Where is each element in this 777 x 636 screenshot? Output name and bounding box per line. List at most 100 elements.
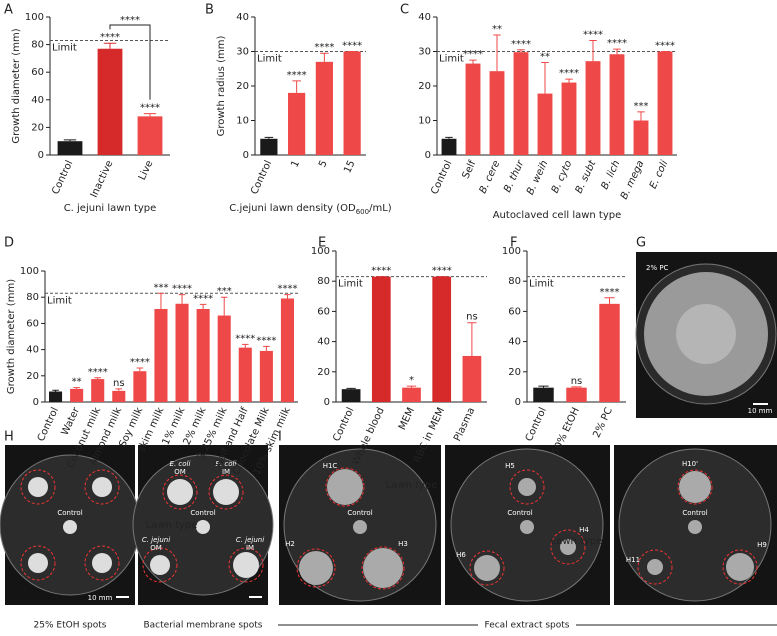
spot-outline [509,469,545,505]
bar [561,82,577,155]
x-axis-label-part: /mL) [369,203,392,214]
spot [167,479,193,505]
error-bar [320,52,329,62]
bar [175,303,189,402]
spot [688,520,702,534]
spot-outline [84,469,120,505]
bar [341,389,361,402]
bracket [109,24,151,100]
error-bar [136,367,144,372]
error-bar [493,34,501,72]
spot-outline [84,545,120,581]
x-tick-label: B. weih [525,159,550,197]
error-bar [346,387,356,390]
significance: *** [153,282,168,293]
significance: ns [113,378,125,389]
bar [432,276,452,402]
spot [92,553,112,573]
spot-label: E. coli [170,460,191,468]
error-bar [284,294,291,299]
error-bar [467,322,477,356]
bar [343,51,361,155]
bar [462,355,482,402]
y-tick-label: 60 [508,306,521,317]
spot-outline [296,548,336,588]
spot-outline [469,550,505,586]
spot [299,551,333,585]
spot-outline [677,469,713,505]
y-tick-label: 30 [418,47,431,58]
significance: ** [72,377,82,388]
colony-center [676,304,736,364]
y-tick-label: 40 [508,337,521,348]
spot-label: H9 [757,541,767,549]
bar [537,93,553,155]
significance: **** [287,70,307,81]
error-bar [637,111,645,121]
x-axis-label: C. jejuni lawn type [64,203,157,214]
y-tick-label: 100 [311,246,330,257]
spot-outline [20,469,56,505]
significance: **** [314,42,334,53]
spot-outline [637,549,673,585]
bar [97,48,123,155]
spot-label: Control [507,509,532,517]
y-tick-label: 20 [236,81,249,92]
x-tick-label: Water [60,405,83,437]
y-tick-label: 60 [317,306,330,317]
significance: ns [466,312,478,323]
y-axis-label: Growth radius (mm) [216,36,227,137]
spot [679,471,711,503]
y-tick-label: 60 [31,67,44,78]
bar [288,92,306,155]
x-tick-label: Control [249,159,274,196]
bar [91,379,105,402]
spot-label: H4 [579,526,589,534]
bar [315,61,333,155]
significance: **** [100,32,120,43]
error-bar [445,136,453,139]
photo-h: H Control 10 mm E. coli OM E. coli IM Co… [0,430,274,631]
panel-letter: H [4,430,14,445]
y-tick-label: 10 [236,116,249,127]
significance: **** [655,41,675,52]
panel-letter: D [4,236,14,251]
x-tick-label: Live [137,159,156,182]
x-tick-label: B. cyto [550,159,575,195]
bar [196,308,210,402]
y-tick-label: 0 [33,397,39,408]
x-tick-label: MEM [397,406,417,432]
significance: **** [193,293,213,304]
error-bar [115,388,123,391]
error-bar [157,292,165,309]
spot-label: Control [190,509,215,517]
significance: **** [172,284,192,295]
bar [609,54,625,156]
x-axis-label-part: 600 [356,208,369,216]
spot [647,559,663,575]
bar [465,63,481,156]
spot-outline [550,529,586,565]
limit-label: Limit [52,42,77,53]
error-bar [263,345,270,351]
y-tick-label: 40 [31,95,44,106]
bar [154,308,168,402]
spot-label: OM [174,468,186,476]
significance: * [409,375,414,386]
x-tick-label: 2% PC [591,406,615,440]
error-bar [517,49,525,53]
photo-label: 2% PC [646,264,669,272]
y-tick-label: 20 [317,367,330,378]
y-tick-label: 80 [31,40,44,51]
significance: **** [235,333,255,344]
spot [28,477,48,497]
y-tick-label: 0 [515,397,521,408]
panel-letter: F [510,236,517,251]
bar [566,387,587,402]
significance: **** [432,266,452,277]
spot-label: H5 [505,462,515,470]
spot-label: IM [222,468,230,476]
y-tick-label: 30 [236,47,249,58]
error-bar [199,303,207,309]
